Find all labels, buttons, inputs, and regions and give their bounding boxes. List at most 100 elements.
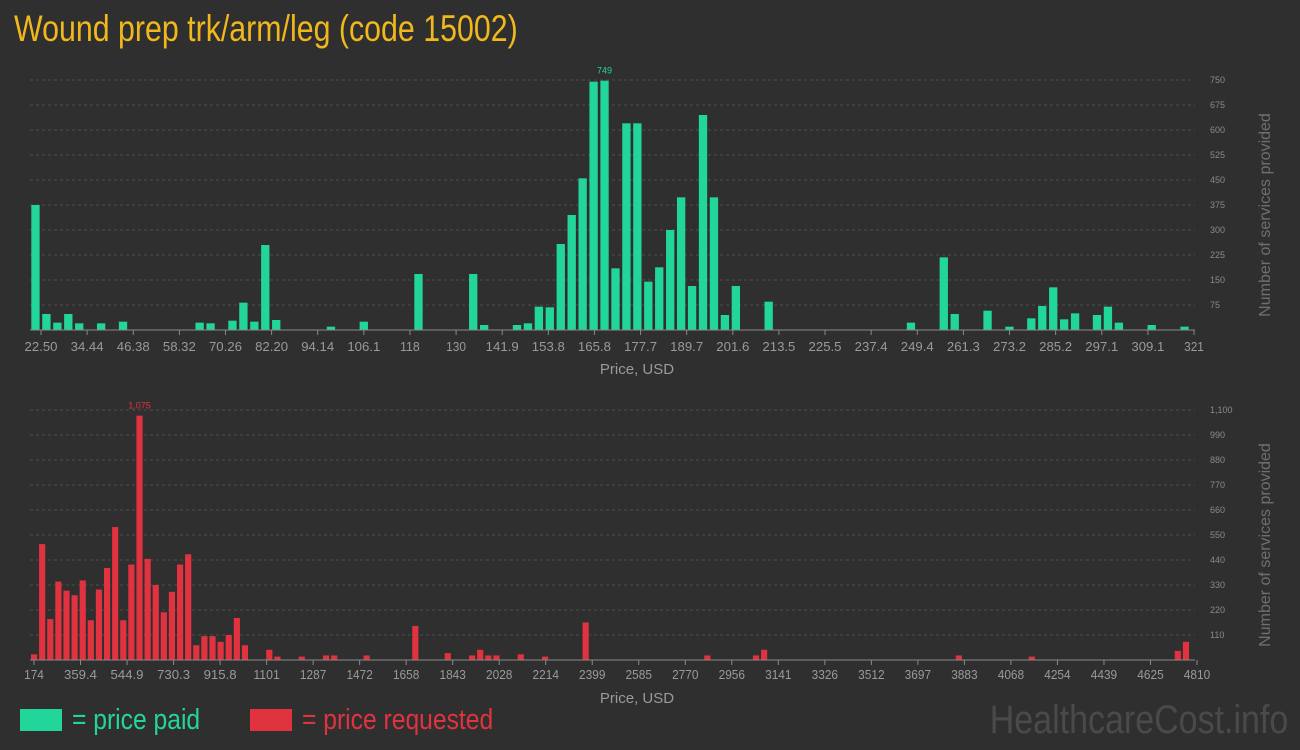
- bar: [95, 589, 103, 660]
- bar: [136, 415, 143, 660]
- x-tick-label: 3883: [951, 667, 977, 682]
- x-tick-label: 22.50: [25, 339, 58, 354]
- x-tick-label: 4439: [1091, 667, 1117, 682]
- bar: [298, 656, 305, 660]
- x-tick-label: 4068: [998, 667, 1024, 682]
- bar: [228, 320, 237, 330]
- y-tick-label: 225: [1210, 250, 1225, 260]
- x-tick-label: 544.9: [111, 667, 144, 682]
- bar: [906, 322, 916, 330]
- x-tick-label: 237.4: [855, 339, 888, 354]
- bar: [225, 635, 232, 660]
- price-requested-chart: 110 220 330 440 550 660 770 880 990 1,100 Number o…: [24, 401, 1274, 707]
- bar: [469, 274, 478, 330]
- bar: [160, 612, 167, 660]
- bar: [412, 625, 419, 660]
- bar: [53, 322, 62, 330]
- x-tick-label: 82.20: [255, 339, 288, 354]
- peak-value-label: 749: [597, 66, 612, 76]
- x-tick-label: 3697: [905, 667, 931, 682]
- bar: [955, 655, 962, 660]
- bar: [517, 654, 524, 660]
- y-tick-label: 770: [1210, 480, 1225, 490]
- bar: [666, 230, 675, 330]
- bar: [31, 205, 40, 330]
- x-tick-label: 94.14: [301, 339, 334, 354]
- x-tick-label: 915.8: [204, 667, 237, 682]
- bar: [414, 274, 423, 330]
- legend-requested-swatch: [250, 709, 292, 731]
- x-tick-label: 1101: [253, 667, 279, 682]
- bar: [600, 80, 609, 331]
- bar: [1114, 322, 1124, 330]
- bar: [206, 323, 215, 330]
- x-axis-label: Price, USD: [600, 690, 674, 707]
- bar: [761, 649, 768, 660]
- bar: [209, 636, 216, 660]
- x-tick-label: 4254: [1044, 667, 1070, 682]
- x-tick-label: 34.44: [71, 339, 104, 354]
- bar: [250, 321, 259, 330]
- bar: [469, 655, 476, 660]
- x-tick-label: 130: [446, 339, 466, 354]
- bar: [1180, 326, 1189, 330]
- bar: [168, 591, 176, 660]
- y-tick-label: 150: [1210, 275, 1225, 285]
- bar: [1147, 325, 1156, 330]
- bar: [233, 617, 240, 660]
- bar: [30, 654, 38, 660]
- bar: [1028, 656, 1035, 660]
- x-tick-label: 4810: [1184, 667, 1210, 682]
- legend-price-requested: = price requested: [250, 703, 527, 736]
- watermark-logo: HealthcareCost.info: [989, 698, 1288, 742]
- bar: [752, 655, 760, 660]
- y-tick-label: 660: [1210, 505, 1225, 515]
- bar: [1103, 306, 1113, 330]
- y-tick-label: 300: [1210, 225, 1225, 235]
- bar: [1059, 319, 1069, 330]
- bar: [1182, 641, 1190, 660]
- bar: [493, 655, 500, 660]
- bar: [63, 590, 70, 660]
- x-tick-label: 106.1: [347, 339, 380, 354]
- bar: [42, 314, 51, 330]
- bar: [611, 268, 620, 330]
- y-tick-label: 525: [1210, 150, 1225, 160]
- bar: [331, 655, 338, 660]
- x-tick-label: 225.5: [809, 339, 842, 354]
- bar: [118, 321, 128, 330]
- bar: [1092, 315, 1102, 330]
- bar: [578, 178, 587, 330]
- bar: [195, 322, 204, 330]
- x-tick-label: 2214: [533, 667, 559, 682]
- bar: [485, 655, 492, 660]
- bar: [545, 307, 554, 330]
- bar: [144, 558, 151, 660]
- bar: [542, 656, 549, 660]
- bar: [523, 323, 533, 330]
- x-tick-label: 1472: [346, 667, 372, 682]
- bar: [96, 323, 106, 330]
- bar: [64, 314, 73, 330]
- x-tick-label: 297.1: [1085, 339, 1118, 354]
- y-tick-label: 75: [1210, 300, 1220, 310]
- legend-requested-label: = price requested: [302, 703, 494, 736]
- x-tick-label: 2399: [579, 667, 605, 682]
- x-tick-label: 177.7: [624, 339, 657, 354]
- y-tick-label: 110: [1210, 630, 1224, 640]
- bar: [764, 301, 773, 330]
- x-tick-label: 1658: [393, 667, 419, 682]
- bar: [622, 123, 631, 330]
- x-tick-label: 249.4: [901, 339, 934, 354]
- x-tick-label: 165.8: [578, 339, 611, 354]
- y-tick-label: 375: [1210, 200, 1225, 210]
- x-tick-label: 2770: [672, 667, 698, 682]
- x-tick-label: 2585: [626, 667, 652, 682]
- bar: [1005, 326, 1014, 330]
- y-tick-label: 330: [1210, 580, 1225, 590]
- bar: [323, 655, 330, 660]
- x-tick-label: 141.9: [486, 339, 519, 354]
- x-tick-label: 321: [1184, 339, 1204, 354]
- y-tick-label: 450: [1210, 175, 1225, 185]
- x-tick-label: 359.4: [64, 667, 97, 682]
